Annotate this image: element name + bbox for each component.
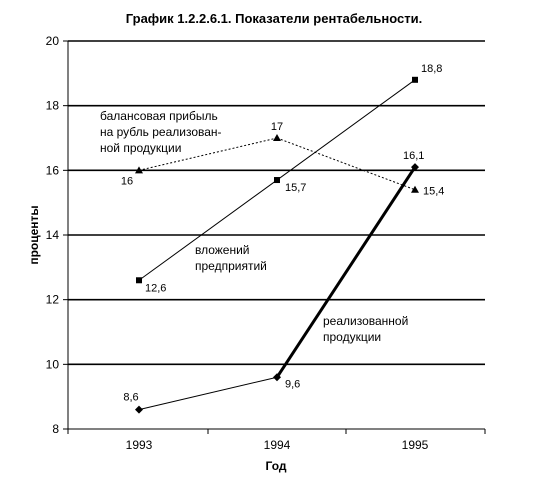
series-line: [276, 79, 416, 181]
data-point: [135, 166, 143, 174]
x-tick-label: 1993: [126, 438, 153, 452]
data-label: 16: [121, 175, 133, 187]
y-tick-label: 16: [46, 163, 60, 177]
data-label: 9,6: [285, 378, 300, 390]
annotation-line: на рубль реализован-: [100, 125, 222, 139]
annotation-line: вложений: [195, 243, 250, 257]
data-point: [273, 134, 281, 141]
data-point: [274, 177, 280, 184]
data-point: [412, 76, 418, 83]
annotation-line: ной продукции: [100, 141, 181, 155]
data-label: 16,1: [403, 150, 424, 162]
series-line: [275, 166, 417, 379]
x-tick-label: 1994: [264, 438, 291, 452]
data-point: [135, 405, 143, 414]
data-point: [273, 373, 281, 382]
data-point: [136, 277, 142, 284]
y-tick-label: 12: [46, 293, 60, 307]
y-tick-label: 8: [52, 422, 59, 436]
series: 16 17 15,4 12,6 15,7 18,8 8,6 9,6 16,1: [121, 63, 444, 414]
grid: [68, 40, 485, 366]
x-tick-label: 1995: [402, 438, 429, 452]
data-label: 18,8: [421, 63, 442, 75]
y-axis-ticks: 8 10 12 14 16 18 20: [46, 34, 68, 436]
data-label: 17: [271, 121, 283, 133]
annotation-line: балансовая прибыль: [100, 109, 218, 123]
x-axis-ticks: 1993 1994 1995: [67, 429, 486, 452]
annotations: балансовая прибыль на рубль реализован-но…: [100, 109, 408, 344]
data-label: 15,7: [285, 182, 306, 194]
annotation-line: предприятий: [195, 259, 267, 273]
series-line: [138, 179, 278, 281]
x-axis-title: Год: [266, 459, 287, 473]
y-tick-label: 20: [46, 34, 60, 48]
y-tick-label: 18: [46, 99, 60, 113]
data-point: [411, 163, 419, 172]
annotation-line: продукции: [323, 330, 381, 344]
y-axis-title: проценты: [27, 205, 41, 264]
y-tick-label: 14: [46, 228, 60, 242]
series-line: [138, 376, 278, 411]
chart-title: График 1.2.2.6.1. Показатели рентабельно…: [126, 11, 422, 26]
y-tick-label: 10: [46, 357, 60, 371]
data-label: 15,4: [423, 186, 444, 198]
data-label: 8,6: [123, 392, 138, 404]
data-point: [411, 185, 419, 193]
series-line: [276, 137, 416, 191]
annotation-line: реализованной: [323, 314, 408, 328]
data-label: 12,6: [145, 282, 166, 294]
